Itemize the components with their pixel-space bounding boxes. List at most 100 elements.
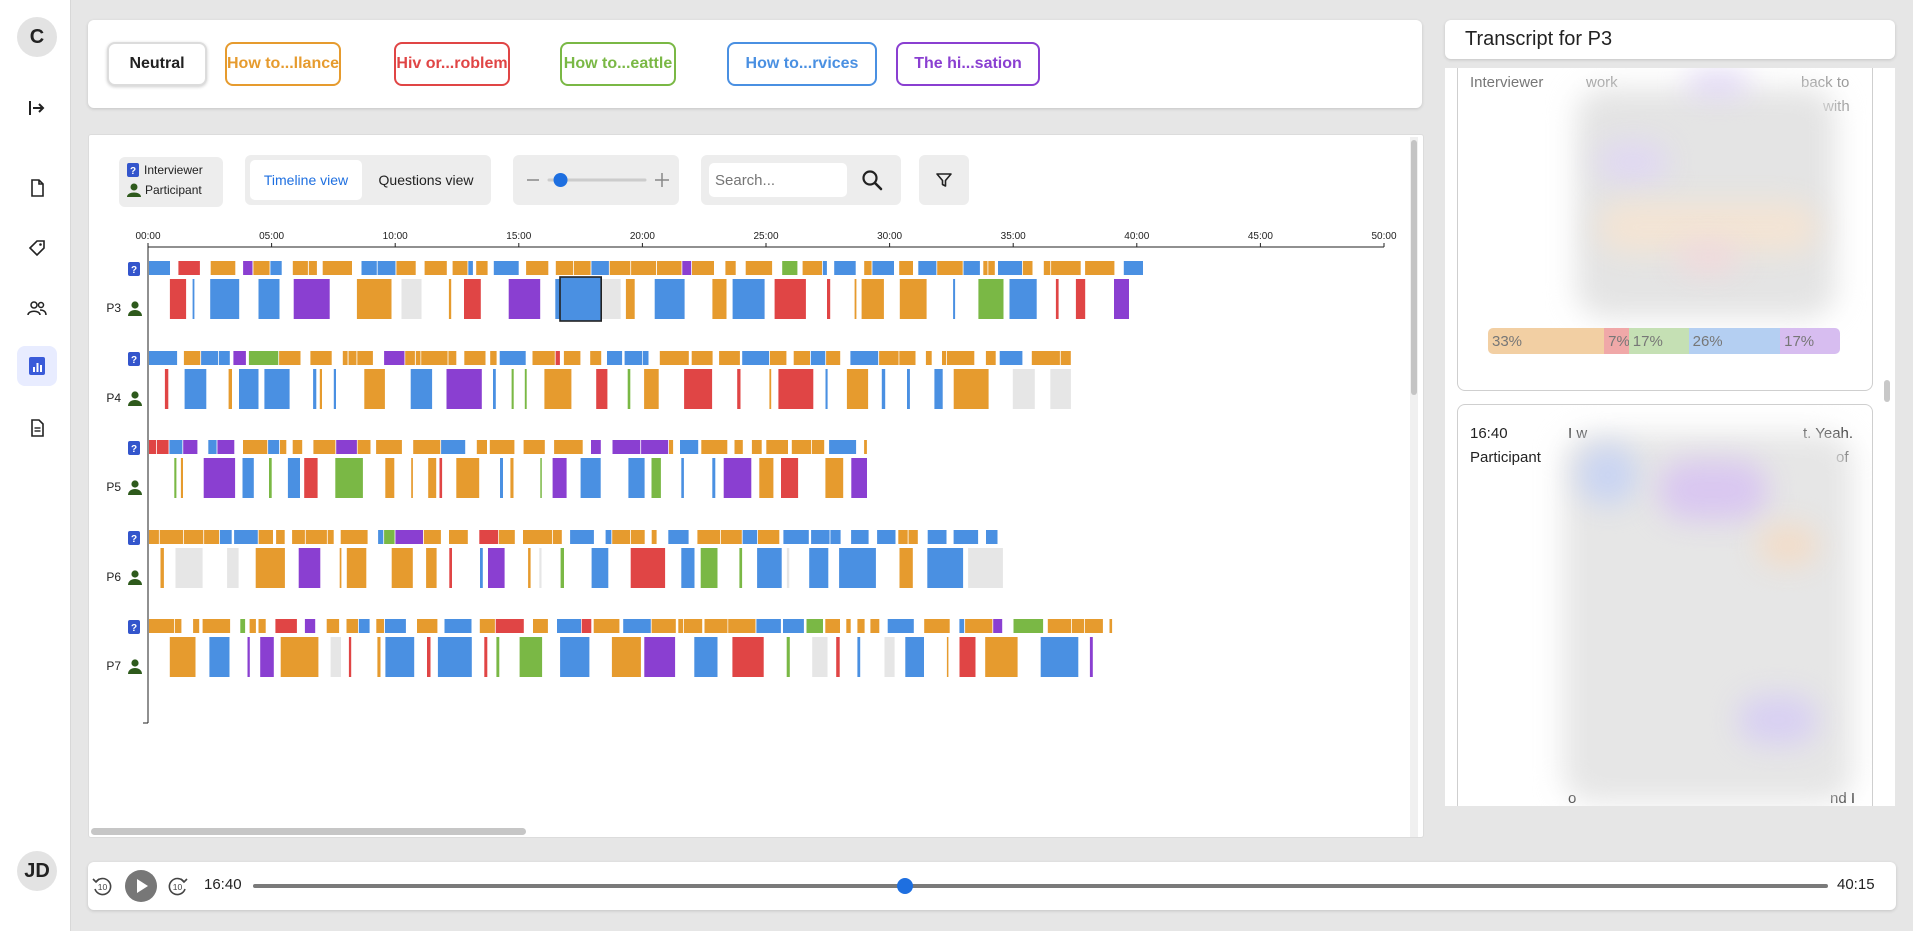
participant-segment[interactable] [953, 369, 989, 409]
tag-how-to-llance[interactable]: How to...llance [225, 42, 341, 86]
participant-segment[interactable] [786, 637, 790, 677]
interviewer-segment[interactable] [607, 351, 623, 365]
interviewer-segment[interactable] [555, 351, 560, 365]
interviewer-segment[interactable] [201, 351, 219, 365]
interviewer-segment[interactable] [756, 619, 781, 633]
participant-segment[interactable] [428, 458, 437, 498]
participant-segment[interactable] [694, 637, 718, 677]
participant-segment[interactable] [209, 637, 230, 677]
participant-segment[interactable] [851, 458, 867, 498]
interviewer-segment[interactable] [924, 619, 950, 633]
participant-segment[interactable] [385, 637, 415, 677]
interviewer-segment[interactable] [829, 440, 857, 454]
interviewer-segment[interactable] [734, 440, 743, 454]
interviewer-segment[interactable] [682, 261, 692, 275]
interviewer-segment[interactable] [605, 530, 612, 544]
interviewer-segment[interactable] [908, 530, 918, 544]
interviewer-segment[interactable] [552, 530, 562, 544]
participant-segment[interactable] [591, 548, 609, 588]
interviewer-segment[interactable] [157, 440, 169, 454]
interviewer-segment[interactable] [464, 351, 486, 365]
participant-segment[interactable] [809, 548, 829, 588]
interviewer-segment[interactable] [631, 261, 656, 275]
participant-segment[interactable] [287, 458, 300, 498]
interviewer-segment[interactable] [476, 440, 487, 454]
interviewer-segment[interactable] [499, 351, 526, 365]
participant-segment[interactable] [411, 458, 413, 498]
participant-segment[interactable] [732, 637, 764, 677]
interviewer-segment[interactable] [642, 351, 649, 365]
interviewer-segment[interactable] [728, 619, 756, 633]
participant-segment[interactable] [778, 369, 814, 409]
interviewer-segment[interactable] [947, 351, 975, 365]
interviewer-segment[interactable] [850, 351, 879, 365]
interviewer-segment[interactable] [725, 261, 736, 275]
participant-row-p5[interactable]: ? P5 [106, 440, 867, 498]
participant-segment[interactable] [255, 548, 285, 588]
interviewer-segment[interactable] [310, 351, 332, 365]
interviewer-segment[interactable] [417, 619, 438, 633]
interviewer-segment[interactable] [591, 440, 601, 454]
participant-segment[interactable] [625, 279, 635, 319]
interviewer-segment[interactable] [193, 619, 200, 633]
interviewer-segment[interactable] [421, 351, 448, 365]
participant-segment[interactable] [346, 548, 367, 588]
participant-segment[interactable] [899, 548, 913, 588]
interviewer-segment[interactable] [183, 351, 201, 365]
interviewer-segment[interactable] [292, 261, 308, 275]
participant-segment[interactable] [488, 548, 505, 588]
interviewer-segment[interactable] [793, 351, 810, 365]
document-icon[interactable] [17, 168, 57, 208]
interviewer-segment[interactable] [591, 261, 609, 275]
participant-segment[interactable] [180, 458, 183, 498]
transcript-scrollbar[interactable] [1884, 380, 1890, 402]
participant-segment[interactable] [739, 548, 743, 588]
interviewer-segment[interactable] [925, 351, 932, 365]
participant-segment[interactable] [732, 279, 765, 319]
interviewer-segment[interactable] [336, 440, 357, 454]
participant-segment[interactable] [511, 369, 514, 409]
interviewer-segment[interactable] [1072, 619, 1084, 633]
interviewer-segment[interactable] [573, 261, 591, 275]
participant-segment[interactable] [260, 637, 274, 677]
workspace-avatar[interactable]: C [17, 17, 57, 57]
interviewer-segment[interactable] [864, 261, 872, 275]
participant-segment[interactable] [524, 369, 527, 409]
participant-segment[interactable] [484, 637, 488, 677]
interviewer-segment[interactable] [243, 440, 268, 454]
interviewer-segment[interactable] [721, 530, 742, 544]
interviewer-segment[interactable] [322, 261, 352, 275]
participant-segment[interactable] [280, 637, 319, 677]
participant-row-p4[interactable]: ? P4 [106, 351, 1071, 409]
participant-segment[interactable] [242, 458, 254, 498]
participant-segment[interactable] [439, 458, 443, 498]
interviewer-segment[interactable] [668, 530, 689, 544]
participant-segment[interactable] [426, 548, 437, 588]
interviewer-segment[interactable] [292, 530, 305, 544]
participant-segment[interactable] [596, 369, 608, 409]
interviewer-segment[interactable] [812, 440, 825, 454]
participant-segment[interactable] [846, 369, 869, 409]
interviewer-segment[interactable] [899, 261, 913, 275]
interviewer-segment[interactable] [631, 530, 645, 544]
participant-segment[interactable] [953, 279, 956, 319]
participant-segment[interactable] [978, 279, 1004, 319]
interviewer-segment[interactable] [782, 261, 798, 275]
participant-segment[interactable] [540, 458, 542, 498]
interviewer-segment[interactable] [864, 440, 867, 454]
participant-segment[interactable] [644, 369, 659, 409]
participant-segment[interactable] [539, 548, 542, 588]
interviewer-segment[interactable] [479, 530, 499, 544]
participant-segment[interactable] [510, 458, 514, 498]
interviewer-segment[interactable] [557, 619, 581, 633]
participant-segment[interactable] [781, 458, 799, 498]
chart-icon[interactable] [17, 346, 57, 386]
participant-segment[interactable] [968, 548, 1003, 588]
interviewer-segment[interactable] [240, 619, 246, 633]
participant-segment[interactable] [456, 458, 480, 498]
interviewer-segment[interactable] [234, 530, 258, 544]
interviewer-segment[interactable] [253, 261, 270, 275]
interviewer-segment[interactable] [308, 261, 317, 275]
interviewer-segment[interactable] [149, 619, 175, 633]
participant-segment[interactable] [264, 369, 290, 409]
